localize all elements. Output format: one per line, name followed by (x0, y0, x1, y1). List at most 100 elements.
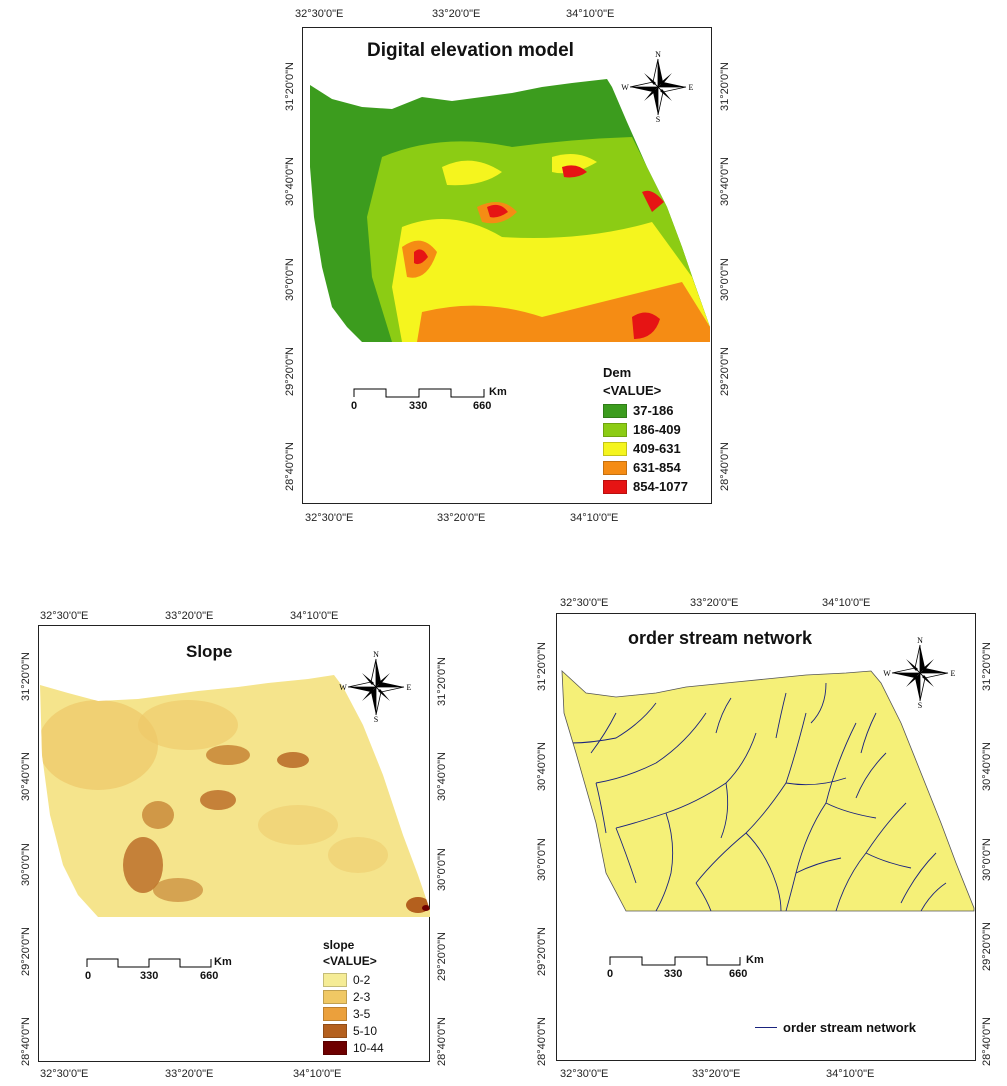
slope-left-lat-label: 30°0'0"N (20, 843, 32, 886)
slope-legend-item: 2-3 (323, 990, 370, 1004)
dem-legend-item: 186-409 (603, 422, 681, 437)
compass-e-label: E (689, 83, 694, 92)
slope-right-lat-label: 30°40'0"N (436, 752, 448, 801)
legend-label: 2-3 (353, 990, 371, 1004)
legend-label: 37-186 (633, 403, 674, 418)
stream-legend-item: order stream network (755, 1020, 916, 1035)
slope-legend-item: 10-44 (323, 1041, 384, 1055)
stream-right-lat-label: 28°40'0"N (981, 1017, 993, 1066)
legend-label: 10-44 (353, 1041, 384, 1055)
slope-scale-tick: 330 (140, 970, 159, 982)
stream-scale-unit: Km (746, 954, 764, 966)
legend-label: 631-854 (633, 460, 681, 475)
compass-n-label: N (655, 50, 661, 59)
legend-swatch (323, 1024, 347, 1038)
dem-right-lat-label: 31°20'0"N (719, 62, 731, 111)
stream-right-lat-label: 30°40'0"N (981, 742, 993, 791)
dem-scale-tick: 660 (473, 400, 492, 412)
slope-right-lat-label: 31°20'0"N (436, 657, 448, 706)
slope-map-title: Slope (186, 642, 233, 661)
stream-bottom-lon-label: 32°30'0"E (560, 1068, 609, 1080)
legend-label: 0-2 (353, 973, 371, 987)
compass-n-label: N (373, 650, 379, 659)
stream-left-lat-label: 30°40'0"N (536, 742, 548, 791)
compass-w-label: W (621, 83, 629, 92)
slope-bottom-lon-label: 32°30'0"E (40, 1068, 89, 1080)
stream-raster (561, 670, 975, 912)
legend-label: 3-5 (353, 1007, 371, 1021)
dem-map-title: Digital elevation model (367, 40, 574, 61)
stream-top-lon-label: 33°20'0"E (690, 597, 739, 609)
stream-left-lat-label: 31°20'0"N (536, 642, 548, 691)
dem-legend-subtitle: <VALUE> (603, 383, 662, 398)
dem-bottom-lon-label: 33°20'0"E (437, 512, 486, 524)
stream-left-lat-label: 30°0'0"N (536, 838, 548, 881)
slope-scale-tick: 0 (85, 970, 92, 982)
compass-s-label: S (656, 115, 660, 124)
slope-top-lon-label: 33°20'0"E (165, 610, 214, 622)
legend-label: 186-409 (633, 422, 681, 437)
stream-right-lat-label: 29°20'0"N (981, 922, 993, 971)
slope-legend-item: 3-5 (323, 1007, 370, 1021)
stream-right-lat-label: 31°20'0"N (981, 642, 993, 691)
dem-scale-bar (353, 388, 485, 398)
legend-swatch (603, 403, 627, 418)
slope-right-lat-label: 29°20'0"N (436, 932, 448, 981)
dem-right-lat-label: 29°20'0"N (719, 347, 731, 396)
stream-bottom-lon-label: 33°20'0"E (692, 1068, 741, 1080)
dem-legend-item: 854-1077 (603, 479, 688, 494)
slope-legend-subtitle: <VALUE> (323, 954, 377, 968)
slope-top-lon-label: 32°30'0"E (40, 610, 89, 622)
dem-legend-item: 631-854 (603, 460, 681, 475)
slope-left-lat-label: 31°20'0"N (20, 652, 32, 701)
stream-bottom-lon-label: 34°10'0"E (826, 1068, 875, 1080)
legend-swatch (323, 1007, 347, 1021)
legend-swatch (603, 460, 627, 475)
dem-legend-item: 37-186 (603, 403, 673, 418)
stream-top-lon-label: 34°10'0"E (822, 597, 871, 609)
slope-legend-title: slope (323, 938, 355, 952)
slope-left-lat-label: 28°40'0"N (20, 1017, 32, 1066)
legend-swatch (603, 422, 627, 437)
dem-left-lat-label: 31°20'0"N (284, 62, 296, 111)
legend-label: 854-1077 (633, 479, 688, 494)
stream-top-lon-label: 32°30'0"E (560, 597, 609, 609)
dem-right-lat-label: 30°0'0"N (719, 258, 731, 301)
dem-left-lat-label: 30°0'0"N (284, 258, 296, 301)
stream-legend-line (755, 1027, 777, 1028)
stream-scale-tick: 0 (607, 968, 614, 980)
legend-label: 5-10 (353, 1024, 378, 1038)
dem-legend-item: 409-631 (603, 441, 681, 456)
slope-left-lat-label: 30°40'0"N (20, 752, 32, 801)
dem-left-lat-label: 30°40'0"N (284, 157, 296, 206)
slope-scale-bar (86, 958, 212, 968)
dem-left-lat-label: 29°20'0"N (284, 347, 296, 396)
compass-w-label: W (339, 683, 347, 692)
legend-label: order stream network (783, 1020, 916, 1035)
slope-scale-unit: Km (214, 956, 232, 968)
compass-e-label: E (407, 683, 412, 692)
compass-w-label: W (883, 669, 891, 678)
stream-scale-tick: 660 (729, 968, 748, 980)
legend-swatch (323, 1041, 347, 1055)
slope-raster (40, 675, 430, 917)
slope-top-lon-label: 34°10'0"E (290, 610, 339, 622)
legend-swatch (323, 990, 347, 1004)
slope-bottom-lon-label: 33°20'0"E (165, 1068, 214, 1080)
dem-north-arrow-icon: N S E W (621, 50, 694, 124)
dem-top-lon-label: 34°10'0"E (566, 8, 615, 20)
legend-label: 409-631 (633, 441, 681, 456)
dem-left-lat-label: 28°40'0"N (284, 442, 296, 491)
dem-scale-unit: Km (489, 386, 507, 398)
stream-scale-bar (609, 956, 741, 966)
dem-top-lon-label: 33°20'0"E (432, 8, 481, 20)
slope-left-lat-label: 29°20'0"N (20, 927, 32, 976)
compass-s-label: S (374, 715, 378, 724)
dem-right-lat-label: 28°40'0"N (719, 442, 731, 491)
legend-swatch (603, 441, 627, 456)
slope-scale-tick: 660 (200, 970, 219, 982)
dem-scale-tick: 0 (351, 400, 358, 412)
dem-right-lat-label: 30°40'0"N (719, 157, 731, 206)
dem-raster (310, 79, 710, 342)
slope-legend-item: 0-2 (323, 973, 370, 987)
